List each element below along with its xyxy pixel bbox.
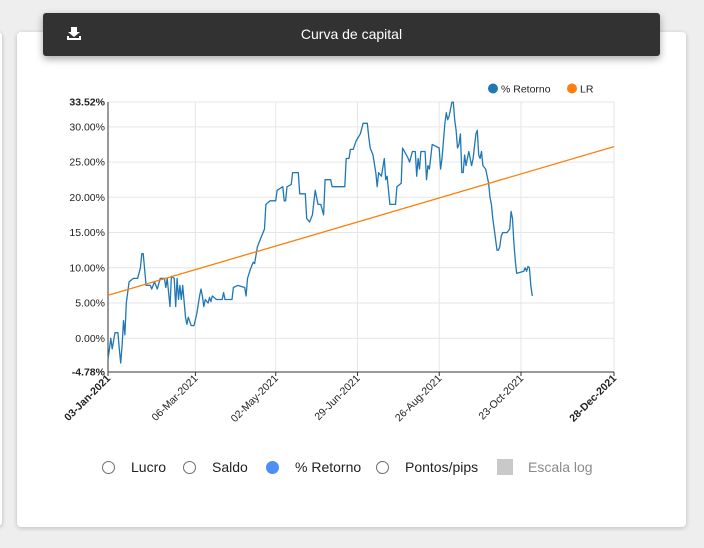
chart-grid (107, 101, 615, 373)
option-log-scale[interactable]: Escala log (497, 455, 593, 479)
legend-swatch (488, 83, 498, 94)
lucro-radio[interactable] (102, 460, 115, 474)
y-tick-label: -4.78% (72, 367, 106, 379)
lucro-label: Lucro (131, 459, 167, 475)
x-tick-label: 26-Aug-2021 (393, 373, 445, 425)
chart-axes (107, 102, 615, 376)
x-tick-label: 29-Jun-2021 (312, 373, 362, 423)
y-tick-label: 5.00% (75, 298, 105, 310)
log-scale-label: Escala log (528, 459, 593, 475)
option-pontos[interactable]: Pontos/pips (376, 455, 478, 479)
y-tick-label: 20.00% (69, 192, 105, 204)
x-tick-label: 23-Oct-2021 (476, 373, 526, 423)
x-tick-label: 06-Mar-2021 (150, 373, 201, 424)
log-scale-checkbox[interactable] (497, 459, 513, 475)
y-tick-label: 33.52% (69, 97, 105, 109)
pontos-radio[interactable] (376, 460, 389, 474)
option-saldo[interactable]: Saldo (183, 455, 248, 479)
series-line-retorno (107, 101, 533, 364)
chart-header: Curva de capital (43, 13, 660, 56)
chart-series (107, 101, 615, 364)
adjacent-card (0, 32, 2, 526)
chart-title: Curva de capital (300, 26, 403, 42)
legend-swatch (567, 83, 577, 94)
x-tick-label: 03-Jan-2021 (62, 373, 113, 424)
download-icon[interactable] (65, 25, 83, 43)
series-line-lr (107, 145, 615, 296)
option-lucro[interactable]: Lucro (102, 455, 166, 479)
retorno-label: % Retorno (295, 459, 362, 475)
y-axis-ticks: -4.78% 0.00% 5.00% 10.00% 15.00% 20.00% 25.00%… (69, 97, 105, 379)
option-retorno[interactable]: % Retorno (266, 455, 361, 479)
saldo-label: Saldo (212, 459, 248, 475)
legend-label: LR (580, 84, 594, 96)
y-tick-label: 25.00% (69, 157, 105, 169)
saldo-radio[interactable] (183, 460, 196, 474)
chart-legend: % Retorno LR (488, 83, 594, 96)
y-tick-label: 0.00% (75, 333, 105, 345)
legend-label: % Retorno (501, 84, 551, 96)
chart-mode-controls: Lucro Saldo % Retorno Pontos/pips Escala… (0, 455, 704, 479)
retorno-radio[interactable] (266, 460, 279, 474)
y-tick-label: 10.00% (69, 262, 105, 274)
y-tick-label: 15.00% (69, 227, 105, 239)
pontos-label: Pontos/pips (405, 459, 479, 475)
x-axis-ticks: 03-Jan-2021 06-Mar-2021 02-May-2021 29-Jun-… (62, 373, 619, 425)
chart-card (17, 32, 686, 527)
y-tick-label: 30.00% (69, 121, 105, 133)
x-tick-label: 02-May-2021 (229, 373, 281, 425)
x-tick-label: 28-Dec-2021 (567, 373, 619, 425)
